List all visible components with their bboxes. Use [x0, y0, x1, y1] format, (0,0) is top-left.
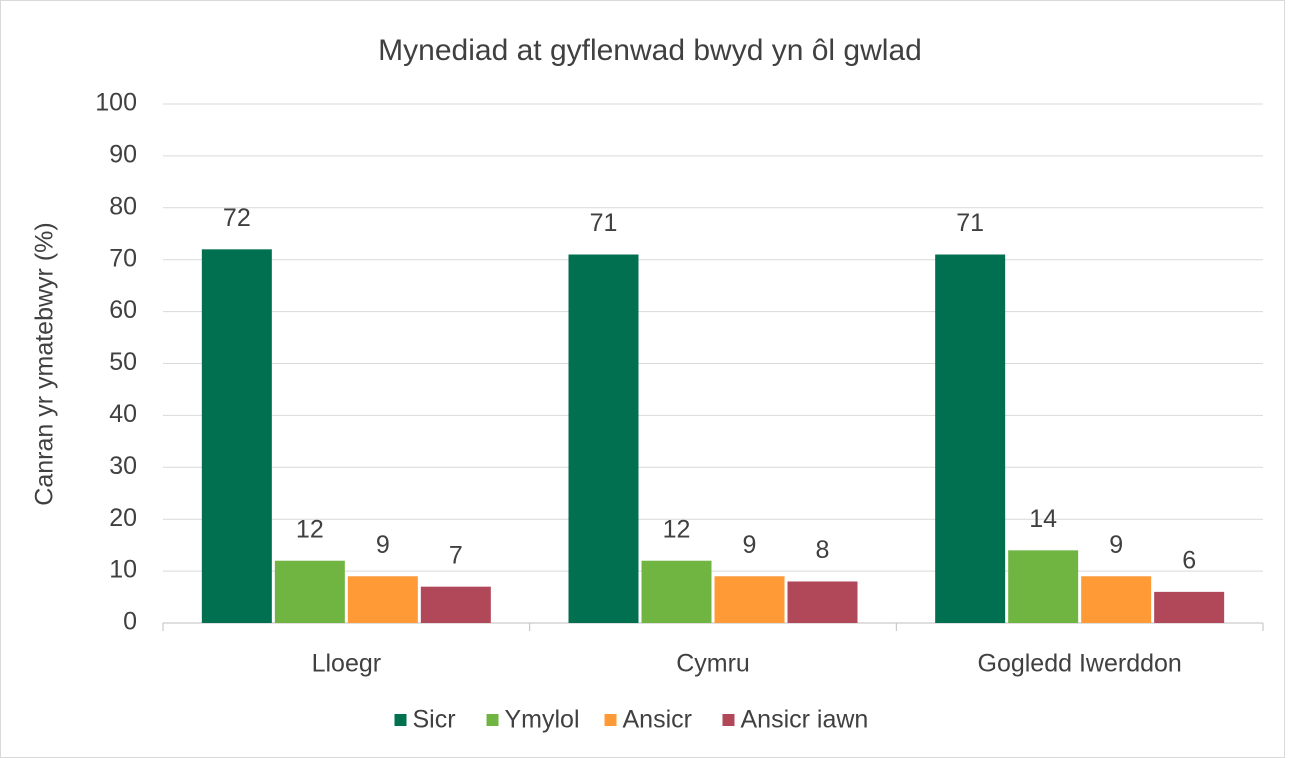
bar	[274, 560, 345, 623]
bar	[714, 576, 785, 623]
legend-label: Ymylol	[505, 706, 580, 734]
legend-label: Ansicr	[623, 706, 692, 734]
legend-swatch	[604, 714, 617, 726]
data-label: 71	[956, 209, 984, 237]
data-label: 9	[1109, 531, 1123, 559]
y-tick-label: 80	[109, 192, 137, 220]
bar	[935, 254, 1006, 623]
y-tick-label: 90	[109, 141, 137, 169]
y-tick-label: 50	[109, 348, 137, 376]
data-label: 72	[223, 204, 251, 232]
x-tick-label: Cymru	[676, 650, 750, 678]
bar	[1081, 576, 1152, 623]
bar	[201, 249, 272, 623]
y-tick-label: 10	[109, 556, 137, 584]
chart-title: Mynediad at gyflenwad bwyd yn ôl gwlad	[378, 34, 922, 67]
x-tick-label: Lloegr	[312, 650, 382, 678]
data-label: 7	[449, 541, 463, 569]
y-tick-label: 100	[95, 89, 137, 117]
bar	[1008, 550, 1079, 623]
data-label: 71	[590, 209, 618, 237]
data-label: 8	[816, 536, 830, 564]
y-tick-label: 60	[109, 296, 137, 324]
y-tick-label: 40	[109, 400, 137, 428]
legend-swatch	[722, 714, 735, 726]
data-label: 9	[743, 531, 757, 559]
legend-label: Sicr	[413, 706, 456, 734]
data-label: 6	[1182, 546, 1196, 574]
bar	[787, 581, 858, 623]
y-tick-label: 0	[123, 608, 137, 636]
data-label: 9	[376, 531, 390, 559]
y-axis-label: Canran yr ymatebwyr (%)	[31, 222, 59, 505]
bar	[1154, 591, 1225, 623]
bar	[568, 254, 639, 623]
x-tick-label: Gogledd Iwerddon	[978, 650, 1182, 678]
legend-swatch	[486, 714, 499, 726]
y-tick-label: 30	[109, 452, 137, 480]
bar	[347, 576, 418, 623]
data-label: 12	[663, 515, 691, 543]
data-label: 14	[1029, 505, 1057, 533]
bar	[641, 560, 712, 623]
y-tick-label: 20	[109, 504, 137, 532]
bar	[420, 586, 491, 623]
legend-swatch	[394, 714, 407, 726]
legend-label: Ansicr iawn	[741, 706, 869, 734]
data-label: 12	[296, 515, 324, 543]
y-tick-label: 70	[109, 244, 137, 272]
